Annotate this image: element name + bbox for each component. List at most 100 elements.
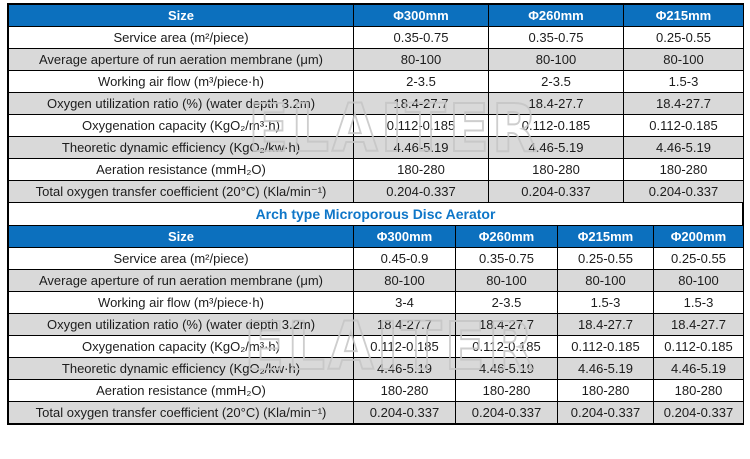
- value-cell: 0.25-0.55: [653, 247, 744, 270]
- row-label: Theoretic dynamic efficiency (KgO₂/kw·h): [8, 357, 354, 380]
- table-row: Oxygenation capacity (KgO₂/m³·h) 0.112-0.…: [8, 114, 744, 137]
- header-row: Size Φ300mm Φ260mm Φ215mm Φ200mm: [8, 225, 744, 248]
- row-label: Working air flow (m³/piece·h): [8, 70, 354, 93]
- value-cell: 2-3.5: [488, 70, 624, 93]
- value-cell: 180-280: [623, 158, 744, 181]
- value-cell: 1.5-3: [653, 291, 744, 314]
- value-cell: 0.112-0.185: [488, 114, 624, 137]
- row-label: Average aperture of run aeration membran…: [8, 269, 354, 292]
- spec-table-2-body: Service area (m²/piece) 0.45-0.9 0.35-0.75…: [8, 247, 744, 424]
- value-cell: 180-280: [455, 379, 558, 402]
- table-row: Working air flow (m³/piece·h) 2-3.5 2-3.5 1…: [8, 70, 744, 93]
- value-cell: 180-280: [488, 158, 624, 181]
- spec-table-arch-aerator: Size Φ300mm Φ260mm Φ215mm Φ200mm Service are…: [8, 225, 744, 424]
- value-cell: 0.112-0.185: [353, 114, 489, 137]
- row-label: Average aperture of run aeration membran…: [8, 48, 354, 71]
- row-label: Service area (m²/piece): [8, 26, 354, 49]
- table-row: Aeration resistance (mmH₂O) 180-280 180-28…: [8, 158, 744, 181]
- diameter-column-header: Φ300mm: [353, 4, 489, 27]
- table-row: Oxygenation capacity (KgO₂/m³·h) 0.112-0.…: [8, 335, 744, 358]
- value-cell: 80-100: [455, 269, 558, 292]
- value-cell: 0.35-0.75: [353, 26, 489, 49]
- row-label: Oxygen utilization ratio (%) (water dept…: [8, 92, 354, 115]
- value-cell: 80-100: [623, 48, 744, 71]
- value-cell: 4.46-5.19: [455, 357, 558, 380]
- diameter-column-header: Φ215mm: [557, 225, 654, 248]
- spec-table-1-header: Size Φ300mm Φ260mm Φ215mm: [8, 4, 744, 27]
- value-cell: 4.46-5.19: [557, 357, 654, 380]
- row-label: Working air flow (m³/piece·h): [8, 291, 354, 314]
- value-cell: 0.35-0.75: [488, 26, 624, 49]
- row-label: Oxygenation capacity (KgO₂/m³·h): [8, 335, 354, 358]
- value-cell: 0.204-0.337: [353, 401, 456, 424]
- diameter-column-header: Φ200mm: [653, 225, 744, 248]
- row-label: Total oxygen transfer coefficient (20°C)…: [8, 180, 354, 203]
- table-row: Oxygen utilization ratio (%) (water dept…: [8, 313, 744, 336]
- table-row: Service area (m²/piece) 0.35-0.75 0.35-0.7…: [8, 26, 744, 49]
- value-cell: 180-280: [653, 379, 744, 402]
- value-cell: 4.46-5.19: [623, 136, 744, 159]
- value-cell: 0.112-0.185: [455, 335, 558, 358]
- value-cell: 180-280: [557, 379, 654, 402]
- row-label: Theoretic dynamic efficiency (KgO₂/kw·h): [8, 136, 354, 159]
- value-cell: 3-4: [353, 291, 456, 314]
- value-cell: 0.35-0.75: [455, 247, 558, 270]
- value-cell: 4.46-5.19: [353, 357, 456, 380]
- value-cell: 0.112-0.185: [557, 335, 654, 358]
- value-cell: 0.204-0.337: [353, 180, 489, 203]
- row-label: Service area (m²/piece): [8, 247, 354, 270]
- size-column-header: Size: [8, 4, 354, 27]
- value-cell: 0.112-0.185: [623, 114, 744, 137]
- spec-table-round-aerator: Size Φ300mm Φ260mm Φ215mm Service area (m²/…: [8, 4, 744, 203]
- table-row: Service area (m²/piece) 0.45-0.9 0.35-0.75…: [8, 247, 744, 270]
- value-cell: 0.25-0.55: [557, 247, 654, 270]
- value-cell: 180-280: [353, 158, 489, 181]
- table-row: Average aperture of run aeration membran…: [8, 269, 744, 292]
- section-title: Arch type Microporous Disc Aerator: [8, 203, 743, 225]
- row-label: Oxygenation capacity (KgO₂/m³·h): [8, 114, 354, 137]
- diameter-column-header: Φ215mm: [623, 4, 744, 27]
- value-cell: 18.4-27.7: [353, 313, 456, 336]
- spec-table-2-header: Size Φ300mm Φ260mm Φ215mm Φ200mm: [8, 225, 744, 248]
- row-label: Oxygen utilization ratio (%) (water dept…: [8, 313, 354, 336]
- value-cell: 0.112-0.185: [653, 335, 744, 358]
- value-cell: 18.4-27.7: [455, 313, 558, 336]
- value-cell: 0.25-0.55: [623, 26, 744, 49]
- value-cell: 4.46-5.19: [353, 136, 489, 159]
- value-cell: 180-280: [353, 379, 456, 402]
- value-cell: 80-100: [653, 269, 744, 292]
- value-cell: 4.46-5.19: [653, 357, 744, 380]
- value-cell: 1.5-3: [623, 70, 744, 93]
- header-row: Size Φ300mm Φ260mm Φ215mm: [8, 4, 744, 27]
- value-cell: 0.204-0.337: [455, 401, 558, 424]
- value-cell: 18.4-27.7: [653, 313, 744, 336]
- row-label: Total oxygen transfer coefficient (20°C)…: [8, 401, 354, 424]
- table-row: Total oxygen transfer coefficient (20°C)…: [8, 180, 744, 203]
- spec-table-1-body: Service area (m²/piece) 0.35-0.75 0.35-0.7…: [8, 26, 744, 203]
- table-row: Oxygen utilization ratio (%) (water dept…: [8, 92, 744, 115]
- value-cell: 0.204-0.337: [557, 401, 654, 424]
- value-cell: 0.45-0.9: [353, 247, 456, 270]
- value-cell: 1.5-3: [557, 291, 654, 314]
- value-cell: 80-100: [488, 48, 624, 71]
- table-row: Aeration resistance (mmH₂O) 180-280 180-28…: [8, 379, 744, 402]
- value-cell: 80-100: [557, 269, 654, 292]
- value-cell: 2-3.5: [353, 70, 489, 93]
- value-cell: 4.46-5.19: [488, 136, 624, 159]
- value-cell: 18.4-27.7: [353, 92, 489, 115]
- spec-sheet: Size Φ300mm Φ260mm Φ215mm Service area (m²/…: [8, 4, 744, 424]
- value-cell: 18.4-27.7: [623, 92, 744, 115]
- table-row: Working air flow (m³/piece·h) 3-4 2-3.5 1.5…: [8, 291, 744, 314]
- table-row: Theoretic dynamic efficiency (KgO₂/kw·h)…: [8, 357, 744, 380]
- table-row: Average aperture of run aeration membran…: [8, 48, 744, 71]
- diameter-column-header: Φ260mm: [455, 225, 558, 248]
- diameter-column-header: Φ300mm: [353, 225, 456, 248]
- table-row: Total oxygen transfer coefficient (20°C)…: [8, 401, 744, 424]
- diameter-column-header: Φ260mm: [488, 4, 624, 27]
- value-cell: 18.4-27.7: [488, 92, 624, 115]
- row-label: Aeration resistance (mmH₂O): [8, 158, 354, 181]
- value-cell: 18.4-27.7: [557, 313, 654, 336]
- value-cell: 0.204-0.337: [653, 401, 744, 424]
- value-cell: 0.204-0.337: [623, 180, 744, 203]
- value-cell: 2-3.5: [455, 291, 558, 314]
